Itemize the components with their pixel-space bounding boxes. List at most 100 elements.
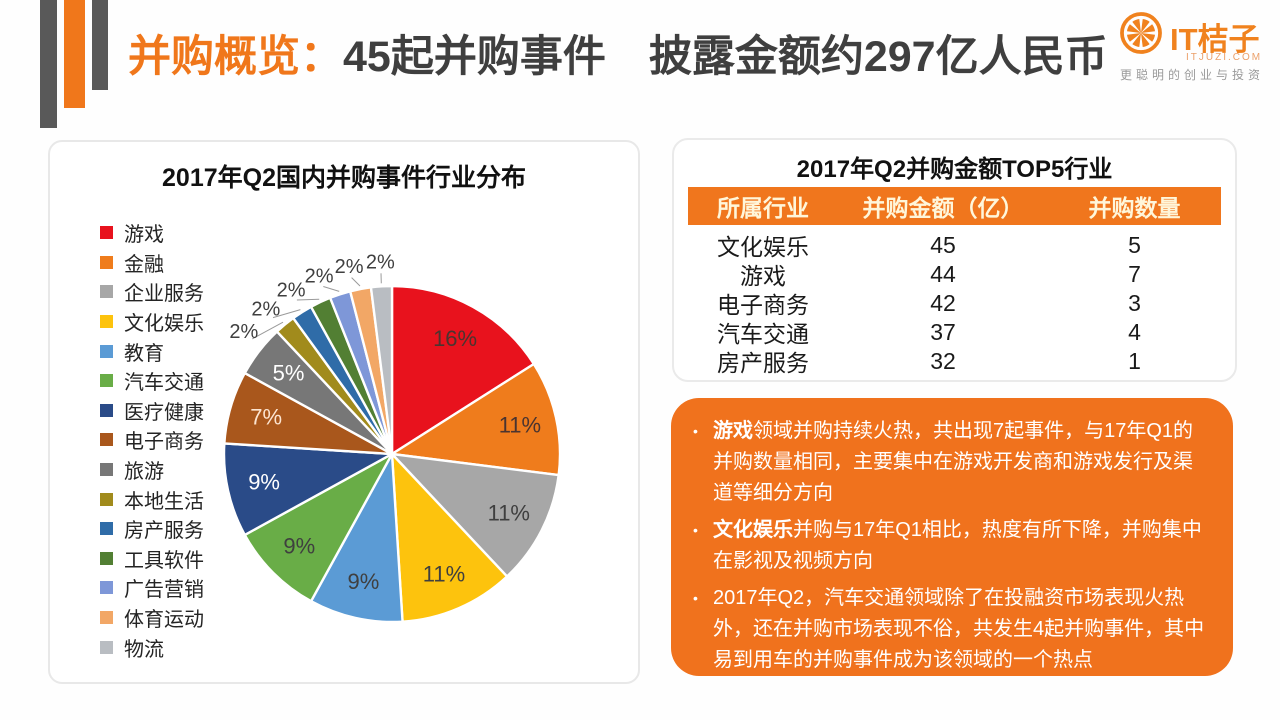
pie-label-leader	[351, 277, 361, 287]
legend-item: 教育	[100, 336, 204, 366]
legend-item: 金融	[100, 248, 204, 278]
notes-box: • 游戏领域并购持续火热，共出现7起事件，与17年Q1的并购数量相同，主要集中在游…	[671, 398, 1233, 676]
legend-swatch	[100, 344, 113, 358]
table-row: 汽车交通 37 4	[688, 315, 1221, 348]
legend-item: 广告营销	[100, 573, 204, 603]
itjuzi-logo-domain: ITJUZI.COM	[1186, 52, 1263, 63]
table-cell: 3	[1128, 289, 1141, 316]
table-cell: 游戏	[740, 263, 786, 289]
legend-item: 本地生活	[100, 484, 204, 514]
notes-bullet: • 文化娱乐并购与17年Q1相比，热度有所下降，并购集中在影视及视频方向	[693, 515, 1207, 577]
table-body: 文化娱乐 45 5 游戏 44 7 电子商务 42 3 汽车交通 37 4 房产服务 32 1	[688, 228, 1221, 377]
notes-bullet-text: 2017年Q2，汽车交通领域除了在投融资市场表现火热外，还在并购市场表现不俗，共…	[713, 587, 1205, 671]
legend-swatch	[100, 522, 113, 536]
pie-label-outside: 2%	[251, 298, 280, 320]
notes-bullet-text: 文化娱乐并购与17年Q1相比，热度有所下降，并购集中在影视及视频方向	[713, 519, 1202, 572]
logo-wedge	[1141, 33, 1156, 42]
pie-label: 11%	[423, 561, 465, 586]
table-cell: 42	[930, 289, 956, 316]
legend-item: 旅游	[100, 455, 204, 485]
legend-label: 文化娱乐	[124, 313, 204, 336]
legend-swatch	[100, 374, 113, 388]
notes-bold-term: 游戏	[713, 420, 753, 442]
pie-label-leader	[296, 298, 320, 301]
legend-swatch	[100, 611, 113, 625]
table-row: 文化娱乐 45 5	[688, 228, 1221, 261]
pie-label: 11%	[488, 501, 530, 526]
table-header-row: 所属行业 并购金额（亿） 并购数量	[688, 187, 1221, 225]
legend-label: 企业服务	[124, 283, 204, 306]
pie-slice-物流	[369, 284, 394, 456]
notes-bullet: • 游戏领域并购持续火热，共出现7起事件，与17年Q1的并购数量相同，主要集中在游…	[693, 416, 1207, 509]
table-row: 房产服务 32 1	[688, 344, 1221, 377]
table-header-cell: 所属行业	[717, 195, 809, 221]
notes-bullet-text: 游戏领域并购持续火热，共出现7起事件，与17年Q1的并购数量相同，主要集中在游戏…	[713, 420, 1194, 504]
pie-label: 9%	[283, 534, 315, 559]
itjuzi-logo-icon	[1120, 12, 1162, 54]
logo-wedge	[1132, 33, 1141, 48]
legend-swatch	[100, 551, 113, 565]
legend-item: 物流	[100, 632, 204, 662]
pie-label: 7%	[250, 404, 282, 429]
notes-bullet: • 2017年Q2，汽车交通领域除了在投融资市场表现火热外，还在并购市场表现不俗，…	[693, 583, 1207, 676]
legend-item: 电子商务	[100, 425, 204, 455]
table-cell: 32	[930, 347, 956, 374]
table-cell: 44	[930, 260, 956, 287]
legend-item: 游戏	[100, 218, 204, 248]
itjuzi-logo-name: IT桔子	[1170, 22, 1260, 57]
pie-label-leader	[272, 309, 301, 319]
legend-label: 物流	[124, 638, 164, 661]
pie-slice-企业服务	[390, 452, 560, 578]
legend-item: 体育运动	[100, 603, 204, 633]
pie-legend: 游戏 金融企业服务文化娱乐教育汽车交通医疗健康 电子商务 旅游 本地生活房产服务 工具软件…	[100, 218, 204, 662]
table-cell: 4	[1128, 318, 1141, 345]
legend-swatch	[100, 315, 113, 329]
page-title: 并购概览：45起并购事件 披露金额约297亿人民币	[128, 22, 1108, 84]
bullet-dot: •	[693, 590, 698, 606]
page-title-rest: 45起并购事件 披露金额约297亿人民币	[343, 33, 1108, 81]
pie-label-outside: 2%	[335, 256, 364, 278]
logo-wedge	[1126, 24, 1141, 33]
table-header-cell: 并购数量	[1088, 195, 1181, 221]
legend-item: 房产服务	[100, 514, 204, 544]
pie-slice-文化娱乐	[390, 452, 509, 623]
pie-slice-游戏	[390, 284, 536, 456]
pie-label: 16%	[433, 326, 477, 351]
table-cell: 文化娱乐	[717, 234, 809, 260]
pie-slice-汽车交通	[243, 452, 394, 603]
legend-swatch	[100, 463, 113, 477]
legend-swatch	[100, 255, 113, 269]
pie-label-leader	[323, 286, 340, 292]
logo-wedge	[1132, 18, 1141, 33]
logo-wedge	[1141, 33, 1150, 48]
legend-label: 教育	[124, 342, 164, 365]
pie-label-leader	[252, 321, 284, 340]
legend-label: 汽车交通	[124, 372, 204, 395]
legend-item: 医疗健康	[100, 396, 204, 426]
table-header-cell: 并购金额（亿）	[862, 195, 1024, 221]
notes-bold-term: 文化娱乐	[713, 519, 793, 541]
header-accent-bar-gray-2	[92, 0, 108, 90]
legend-label: 房产服务	[124, 520, 204, 543]
logo-wedge	[1126, 33, 1141, 42]
pie-slice-医疗健康	[222, 442, 394, 537]
legend-swatch	[100, 492, 113, 506]
top5-table-card: 2017年Q2并购金额TOP5行业 所属行业 并购金额（亿） 并购数量 文化娱乐 45…	[672, 138, 1237, 382]
table-title: 2017年Q2并购金额TOP5行业	[796, 156, 1113, 183]
legend-swatch	[100, 640, 113, 654]
header-accent-bar-gray-1	[40, 0, 57, 128]
legend-item: 汽车交通	[100, 366, 204, 396]
bullet-dot: •	[693, 522, 698, 538]
pie-label: 9%	[248, 470, 280, 495]
legend-label: 医疗健康	[124, 401, 204, 424]
legend-swatch	[100, 433, 113, 447]
itjuzi-logo-tagline: 更聪明的创业与投资	[1120, 68, 1265, 82]
table-cell: 电子商务	[717, 292, 809, 318]
page-title-highlight: 并购概览：	[128, 33, 343, 81]
legend-item: 工具软件	[100, 544, 204, 574]
pie-chart-title: 2017年Q2国内并购事件行业分布	[162, 164, 526, 192]
table-cell: 房产服务	[717, 350, 809, 376]
table-cell: 7	[1128, 260, 1141, 287]
header-accent-bar-orange	[64, 0, 85, 108]
